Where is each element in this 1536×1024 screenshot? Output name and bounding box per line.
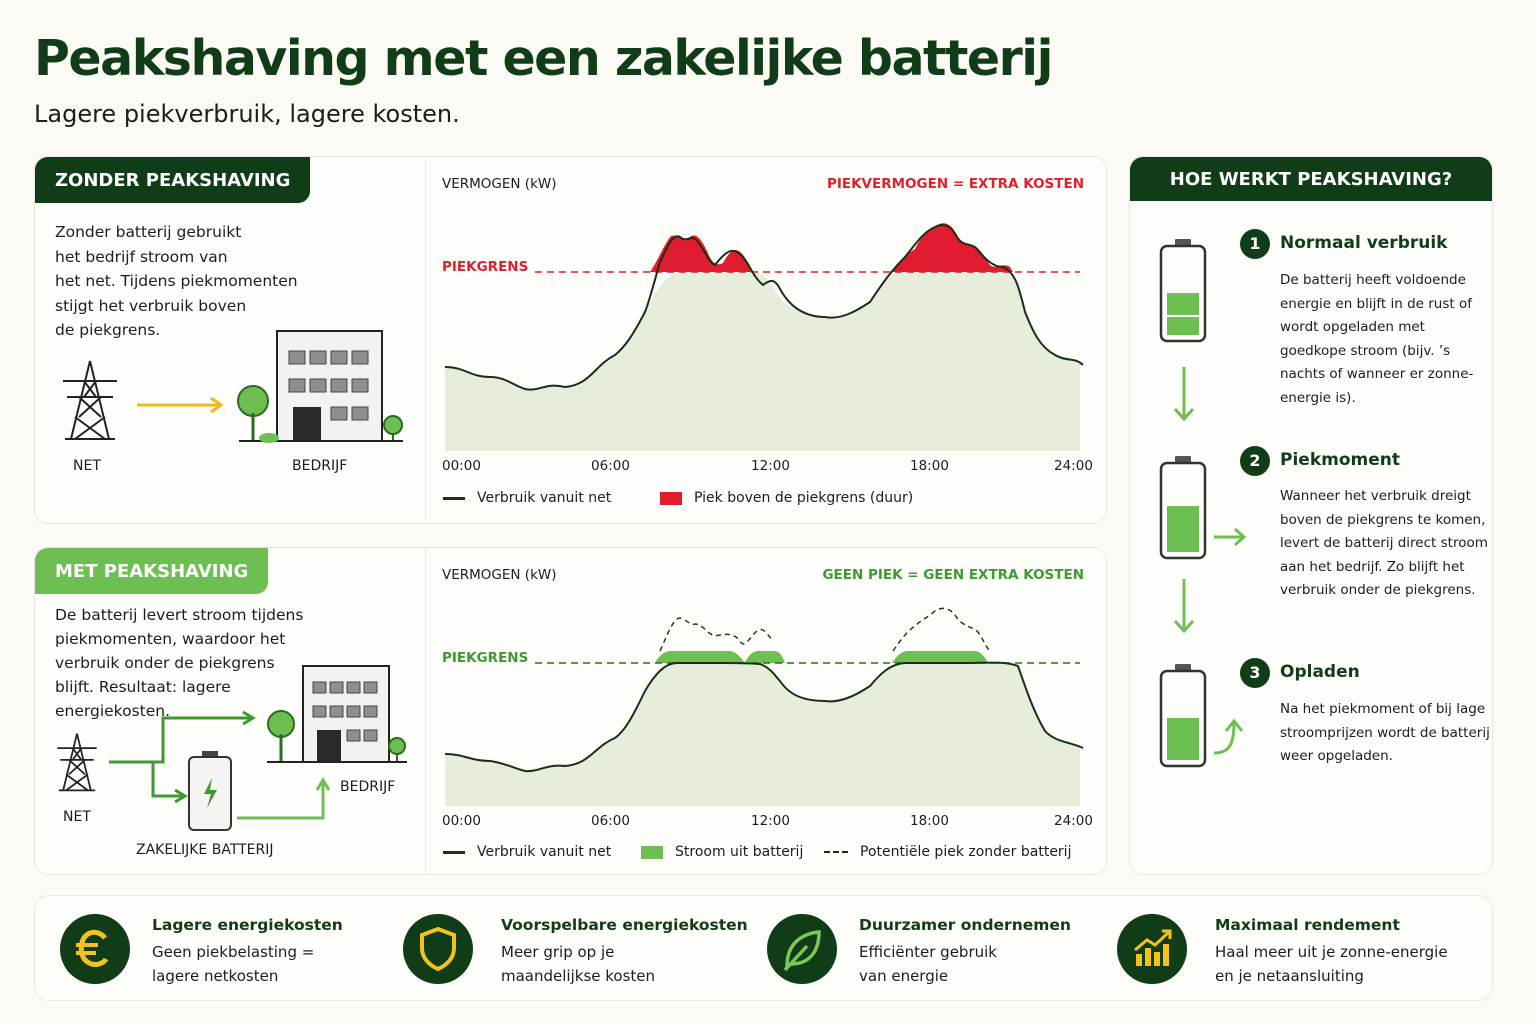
shield-icon <box>420 926 456 972</box>
benefit-text: Geen piekbelasting = lagere netkosten <box>152 943 315 985</box>
with-description: De batterij levert stroom tijdens piekmo… <box>55 606 304 720</box>
limit-label: PIEKGRENS <box>442 259 529 275</box>
tick-label: 24:00 <box>1054 458 1093 474</box>
battery-half-icon <box>1159 239 1207 343</box>
chart-growth-icon <box>1134 929 1172 966</box>
benefit-text: Efficiënter gebruik van energie <box>859 943 997 985</box>
company-label: BEDRIJF <box>340 779 396 795</box>
without-description: Zonder batterij gebruikt het bedrijf str… <box>55 223 298 339</box>
page-title: Peakshaving met een zakelijke batterij <box>34 30 1053 87</box>
cost-label: GEEN PIEK = GEEN EXTRA KOSTEN <box>822 567 1084 583</box>
step-number: 1 <box>1240 229 1270 259</box>
euro-icon <box>76 929 109 967</box>
benefit-text: Meer grip op je maandelijkse kosten <box>501 943 656 985</box>
tick-label: 00:00 <box>442 458 481 474</box>
benefit-title: Voorspelbare energiekosten <box>501 916 748 934</box>
legend-battery: Stroom uit batterij <box>641 844 803 860</box>
usage-line <box>445 661 1084 773</box>
battery-discharging-icon <box>1159 456 1207 560</box>
chart-without <box>445 223 1084 451</box>
arrow-icon <box>137 396 224 414</box>
step-text: Na het piekmoment of bij lage stroomprij… <box>1280 701 1490 764</box>
peak-area <box>650 223 1013 272</box>
without-peakshaving-card: ZONDER PEAKSHAVING Zonder batterij gebru… <box>34 156 1107 524</box>
tick-label: 18:00 <box>910 458 949 474</box>
step-title: Piekmoment <box>1280 450 1400 470</box>
chart-with <box>445 607 1084 806</box>
benefit-title: Maximaal rendement <box>1215 916 1400 934</box>
arrow-down-icon <box>1173 367 1195 422</box>
power-pylon-icon <box>57 733 97 792</box>
tick-label: 12:00 <box>751 813 790 829</box>
benefits-bar: Lagere energiekosten Geen piekbelasting … <box>34 895 1493 1001</box>
arrow-down-icon <box>1173 579 1195 634</box>
cost-label: PIEKVERMOGEN = EXTRA KOSTEN <box>826 176 1084 192</box>
usage-line <box>445 224 1084 391</box>
benefit-icon-wrapper <box>60 914 130 984</box>
with-peakshaving-card: MET PEAKSHAVING De batterij levert stroo… <box>34 547 1107 875</box>
axis-title: VERMOGEN (kW) <box>442 567 557 583</box>
how-it-works-card: HOE WERKT PEAKSHAVING? 1 Normaal verbrui… <box>1129 156 1493 875</box>
battery-charging-icon <box>1159 664 1207 768</box>
legend-usage: Verbruik vanuit net <box>443 844 611 860</box>
leaf-icon <box>783 930 821 972</box>
step-text: Wanneer het verbruik dreigt boven de pie… <box>1280 488 1488 598</box>
tick-label: 00:00 <box>442 813 481 829</box>
benefit-icon-wrapper <box>403 914 473 984</box>
legend-potential-peak: Potentiële piek zonder batterij <box>824 844 1071 860</box>
power-pylon-icon <box>63 360 117 440</box>
battery-icon <box>188 751 232 831</box>
axis-title: VERMOGEN (kW) <box>442 176 557 192</box>
net-label: NET <box>73 458 101 474</box>
company-label: BEDRIJF <box>292 458 348 474</box>
benefit-icon-wrapper <box>767 914 837 984</box>
tick-label: 24:00 <box>1054 813 1093 829</box>
tick-label: 06:00 <box>591 813 630 829</box>
step-text: De batterij heeft voldoende energie en b… <box>1280 272 1474 406</box>
tick-label: 12:00 <box>751 458 790 474</box>
arrow-right-icon <box>1214 527 1247 547</box>
usage-area <box>445 662 1080 806</box>
benefit-text: Haal meer uit je zonne-energie en je net… <box>1215 943 1448 985</box>
net-label: NET <box>63 809 91 825</box>
potential-peak-line <box>659 607 991 652</box>
tick-label: 06:00 <box>591 458 630 474</box>
how-title: HOE WERKT PEAKSHAVING? <box>1130 157 1492 201</box>
company-building-icon <box>267 665 407 763</box>
tick-label: 18:00 <box>910 813 949 829</box>
company-building-icon <box>237 330 403 443</box>
legend-usage: Verbruik vanuit net <box>443 490 611 506</box>
step-title: Normaal verbruik <box>1280 233 1448 253</box>
with-tag: MET PEAKSHAVING <box>35 548 269 594</box>
energy-flow-diagram <box>109 710 331 820</box>
benefit-title: Duurzamer ondernemen <box>859 916 1071 934</box>
step-number: 2 <box>1240 446 1270 476</box>
battery-label: ZAKELIJKE BATTERIJ <box>136 842 274 858</box>
without-tag: ZONDER PEAKSHAVING <box>35 157 311 203</box>
arrow-up-curve-icon <box>1213 718 1244 755</box>
usage-area <box>445 266 1080 451</box>
battery-supply-area <box>655 651 988 663</box>
legend-peak: Piek boven de piekgrens (duur) <box>660 490 913 506</box>
step-number: 3 <box>1240 658 1270 688</box>
limit-label: PIEKGRENS <box>442 650 529 666</box>
benefit-icon-wrapper <box>1117 914 1187 984</box>
step-title: Opladen <box>1280 662 1360 682</box>
page-subtitle: Lagere piekverbruik, lagere kosten. <box>34 100 460 128</box>
benefit-title: Lagere energiekosten <box>152 916 343 934</box>
